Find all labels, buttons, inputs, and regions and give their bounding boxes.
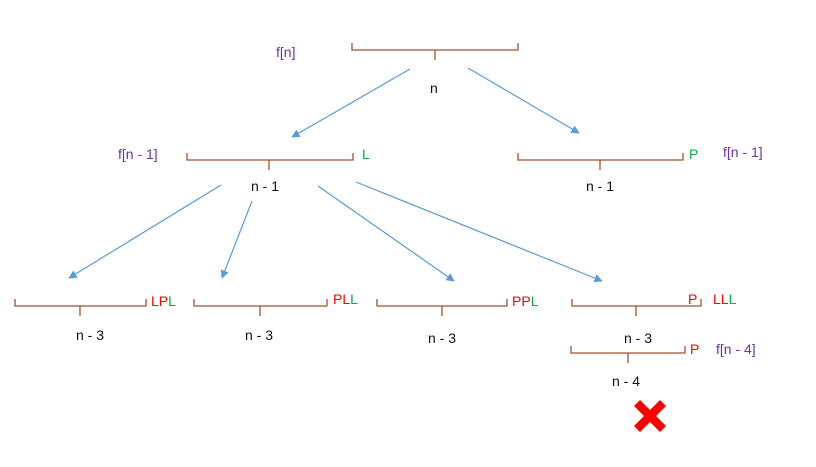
n4-label: n - 4 (612, 373, 641, 389)
right-func-label: f[n - 1] (723, 144, 763, 160)
tag-PPL: PPL (512, 293, 538, 309)
tag-letter-p: P (158, 293, 169, 309)
tag-letter-l: L (728, 291, 737, 307)
tag-PLL: PLL (333, 291, 358, 307)
left-tag-L: L (362, 146, 370, 162)
brace-n-1-left (186, 153, 354, 170)
red-x-icon (634, 400, 666, 432)
tag-letter-l: L (530, 293, 539, 309)
right-tag-P: P (689, 146, 699, 162)
n4-func-label: f[n - 4] (716, 341, 756, 357)
tag-letter-l: L (713, 291, 721, 307)
n3-a-label: n - 3 (76, 327, 105, 343)
n3-c-label: n - 3 (428, 330, 457, 346)
brace-n-1-right (517, 153, 684, 170)
tag-LPL: LPL (151, 293, 176, 309)
tag-LLL: LLL (713, 291, 736, 307)
n3-b-label: n - 3 (245, 327, 274, 343)
tag-letter-l: L (720, 291, 729, 307)
root-func-label: f[n] (276, 44, 296, 60)
brace-root (351, 43, 519, 60)
root-n-label: n (430, 80, 438, 96)
n4-p-tag: P (690, 341, 700, 357)
n3-d-p-tag: P (688, 291, 698, 307)
n3-d-label: n - 3 (624, 330, 653, 346)
arrow-n1-d (355, 181, 603, 283)
brace-n-3-c (376, 299, 508, 316)
arrow-n1-b (220, 200, 253, 279)
tag-letter-p: P (521, 293, 531, 309)
tag-letter-l: L (168, 293, 176, 309)
tag-letter-p: P (512, 293, 522, 309)
arrow-root-right (467, 67, 580, 134)
brace-n-3-b (193, 299, 328, 316)
left-n-label: n - 1 (251, 178, 280, 194)
tag-letter-l: L (342, 291, 351, 307)
brace-n-4 (570, 346, 686, 363)
arrow-root-left (291, 68, 411, 138)
tag-letter-l: L (151, 293, 159, 309)
left-func-label: f[n - 1] (118, 146, 158, 162)
brace-n-3-a (14, 299, 147, 316)
arrow-n1-a (68, 184, 222, 279)
tag-letter-p: P (333, 291, 343, 307)
right-n-label: n - 1 (586, 178, 615, 194)
brace-n-3-d (571, 299, 702, 316)
tag-letter-l: L (350, 291, 358, 307)
arrow-n1-c (317, 185, 455, 282)
